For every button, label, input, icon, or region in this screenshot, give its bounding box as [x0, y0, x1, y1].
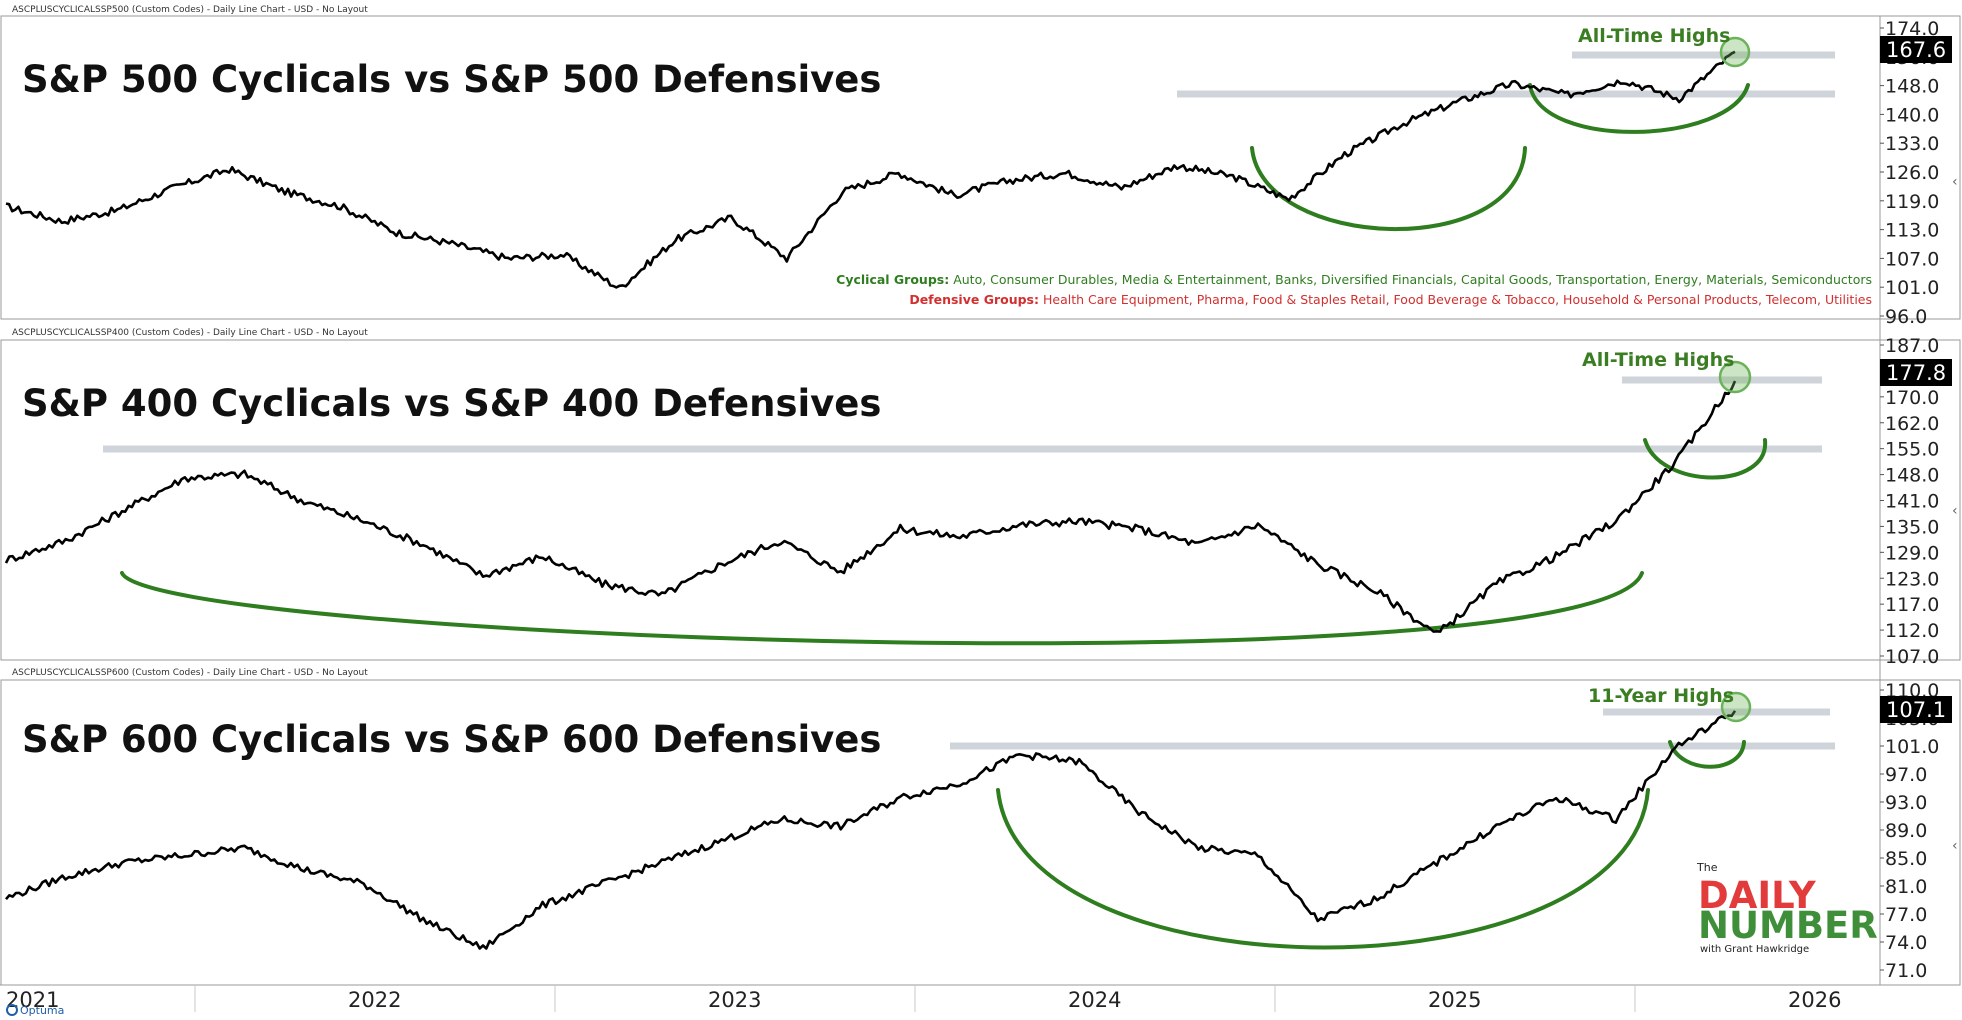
panel-1-high-circle: [1719, 36, 1751, 68]
panel-1-frame: [0, 15, 1961, 320]
y-tick-label: 162.0: [1885, 413, 1939, 435]
y-tick-label: 96.0: [1885, 306, 1927, 328]
panel-3-cup-arc: [996, 788, 1650, 950]
panel-1-last-value: 167.6: [1886, 38, 1946, 62]
y-tick-label: 140.0: [1885, 104, 1939, 126]
logo-byline: with Grant Hawkridge: [1700, 944, 1809, 955]
panel-1-annotation: All-Time Highs: [1578, 25, 1730, 47]
y-tick-label: 148.0: [1885, 76, 1939, 98]
logo-daily: DAILY: [1698, 874, 1817, 917]
logo-the: The: [1696, 861, 1718, 874]
y-tick-label: 113.0: [1885, 220, 1939, 242]
y-tick-label: 97.0: [1885, 764, 1927, 786]
x-tick-label: 2026: [1788, 988, 1841, 1012]
panel-2-last-value: 177.8: [1886, 361, 1946, 385]
optuma-icon: [6, 1004, 18, 1016]
x-tick-label: 2023: [708, 988, 761, 1012]
y-tick-label: 135.0: [1885, 516, 1939, 538]
series-line-panel-1: [5, 50, 1736, 289]
optuma-label: Optuma: [20, 1004, 64, 1017]
panel-1-cup-arc: [1250, 146, 1527, 231]
panel-3-scroll-icon[interactable]: ‹: [1952, 838, 1958, 854]
panel-3-title: S&P 600 Cyclicals vs S&P 600 Defensives: [22, 718, 881, 761]
panel-2-frame: [0, 339, 1961, 661]
y-tick-label: 107.0: [1885, 646, 1939, 668]
panel-1-header: ASCPLUSCYCLICALSSP500 (Custom Codes) - D…: [12, 5, 368, 15]
panel-3-annotation: 11-Year Highs: [1588, 685, 1734, 707]
y-tick-label: 119.0: [1885, 191, 1939, 213]
y-tick-label: 101.0: [1885, 736, 1939, 758]
panel-1-handle-arc: [1528, 83, 1750, 134]
panel-1-last-value-tag: [1880, 36, 1952, 63]
x-tick-label: 2024: [1068, 988, 1121, 1012]
y-tick-label: 155.0: [1885, 439, 1939, 461]
y-tick-label: 81.0: [1885, 876, 1927, 898]
defensive-groups-label: Defensive Groups:: [909, 292, 1039, 307]
y-tick-label: 174.0: [1885, 18, 1939, 40]
y-tick-label: 133.0: [1885, 133, 1939, 155]
panel-2-last-value-tag: [1880, 359, 1952, 386]
y-tick-label: 85.0: [1885, 848, 1927, 870]
series-line-panel-2: [4, 380, 1737, 633]
panel-2-handle-arc: [1643, 438, 1768, 480]
panel-3-header: ASCPLUSCYCLICALSSP600 (Custom Codes) - D…: [12, 668, 368, 678]
cyclical-groups-label: Cyclical Groups:: [836, 272, 949, 287]
y-tick-label: 101.0: [1885, 277, 1939, 299]
cyclical-groups-text: Auto, Consumer Durables, Media & Enterta…: [949, 272, 1872, 287]
daily-number-logo: The DAILY NUMBER with Grant Hawkridge: [1696, 861, 1878, 955]
y-tick-label: 71.0: [1885, 960, 1927, 982]
y-tick-label: 126.0: [1885, 162, 1939, 184]
y-tick-label: 117.0: [1885, 594, 1939, 616]
y-tick-label: 141.0: [1885, 491, 1939, 513]
panel-2-header: ASCPLUSCYCLICALSSP400 (Custom Codes) - D…: [12, 328, 368, 338]
y-tick-label: 93.0: [1885, 792, 1927, 814]
y-tick-label: 107.0: [1885, 248, 1939, 270]
y-tick-label: 129.0: [1885, 542, 1939, 564]
y-tick-label: 74.0: [1885, 932, 1927, 954]
panel-2-cup-arc: [120, 571, 1644, 646]
panel-2-scroll-icon[interactable]: ‹: [1952, 503, 1958, 519]
defensive-groups-text: Health Care Equipment, Pharma, Food & St…: [1039, 292, 1872, 307]
x-tick-label: 2022: [348, 988, 401, 1012]
cyclical-groups-line: Cyclical Groups: Auto, Consumer Durables…: [836, 272, 1872, 287]
panel-2-annotation: All-Time Highs: [1582, 349, 1734, 371]
panel-2-title: S&P 400 Cyclicals vs S&P 400 Defensives: [22, 382, 881, 425]
y-tick-label: 148.0: [1885, 465, 1939, 487]
series-line-panel-3: [5, 710, 1737, 950]
panel-2-high-circle: [1718, 360, 1752, 394]
panel-3-high-circle: [1720, 691, 1752, 723]
x-tick-label: 2021: [6, 988, 59, 1012]
y-tick-label: 89.0: [1885, 820, 1927, 842]
y-tick-label: 170.0: [1885, 387, 1939, 409]
y-tick-label: 77.0: [1885, 904, 1927, 926]
defensive-groups-line: Defensive Groups: Health Care Equipment,…: [909, 292, 1872, 307]
x-tick-label: 2025: [1428, 988, 1481, 1012]
panel-1-title: S&P 500 Cyclicals vs S&P 500 Defensives: [22, 58, 881, 101]
y-tick-label: 187.0: [1885, 335, 1939, 357]
panel-3-last-value-tag: [1880, 696, 1952, 723]
optuma-brand: Optuma: [6, 1004, 64, 1017]
panel-1-scroll-icon[interactable]: ‹: [1952, 174, 1958, 190]
panel-3-handle-arc: [1668, 740, 1746, 769]
y-tick-label: 112.0: [1885, 620, 1939, 642]
y-tick-label: 123.0: [1885, 568, 1939, 590]
panel-3-last-value: 107.1: [1886, 698, 1946, 722]
logo-number: NUMBER: [1698, 904, 1878, 947]
